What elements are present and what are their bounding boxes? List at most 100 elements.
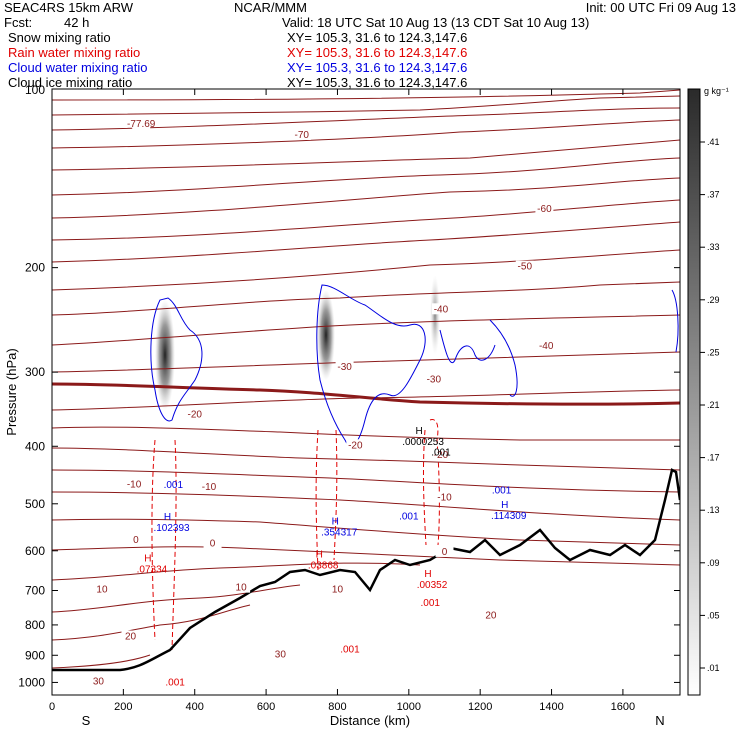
temperature-label: -40	[434, 304, 449, 315]
axes: 0 200 400 600 800 1000 1200 1400 160020030040050…	[18, 89, 680, 713]
y-tick-label: 600	[25, 544, 45, 558]
temperature-label: 20	[485, 611, 497, 622]
field-xy-cloud-ice: XY= 105.3, 31.6 to 124.3,147.6	[287, 75, 468, 90]
temperature-label: -30	[337, 362, 352, 373]
shade-column-3	[430, 275, 440, 355]
max-value: .102393	[153, 523, 190, 534]
colorbar-ramp	[687, 88, 701, 696]
isotherm-line	[52, 119, 680, 149]
x-tick-label: 1400	[539, 701, 563, 713]
field-name-cloud-ice: Cloud ice mixing ratio	[8, 75, 133, 90]
colorbar-unit: g kg⁻¹	[704, 86, 729, 96]
model-name: SEAC4RS 15km ARW	[4, 0, 134, 15]
temperature-label: -20	[188, 410, 203, 421]
colorbar-tick-label: .37	[707, 190, 720, 200]
temperature-contours	[52, 89, 680, 669]
x-axis-title: Distance (km)	[330, 713, 410, 728]
init-time: Init: 00 UTC Fri 09 Aug 13	[585, 0, 736, 15]
temperature-label: -10	[202, 482, 217, 493]
isotherm-line	[52, 604, 251, 641]
temperature-label-bg	[537, 339, 556, 351]
fcst-value: 42 h	[64, 15, 90, 30]
y-tick-label: 500	[25, 497, 45, 511]
max-value: .03868	[308, 560, 339, 571]
terrain-line	[52, 468, 680, 672]
contour-value-label: .001	[399, 511, 419, 522]
isotherm-line	[52, 314, 680, 346]
max-marker: H	[501, 500, 508, 511]
max-marker: H	[424, 569, 431, 580]
colorbar-tick-label: .05	[707, 610, 720, 620]
y-tick-label: 200	[25, 261, 45, 275]
temperature-label-bg	[126, 534, 145, 546]
colorbar-tick-label: .29	[707, 295, 720, 305]
zero-isotherm	[52, 382, 680, 406]
temperature-label: -10	[127, 480, 142, 491]
cloud-water-contour	[671, 289, 679, 353]
colorbar-tick-label: .41	[707, 137, 720, 147]
contour-value-label: .001	[340, 644, 360, 655]
valid-time: Valid: 18 UTC Sat 10 Aug 13 (13 CDT Sat …	[282, 15, 590, 30]
contour-value-label: .001	[431, 448, 451, 459]
temperature-label-bg	[431, 448, 450, 460]
x-tick-label: 800	[328, 701, 346, 713]
x-tick-label: 200	[114, 701, 132, 713]
isotherm-line	[52, 221, 680, 263]
isotherm-line	[52, 249, 680, 291]
rain-water-contours	[151, 419, 440, 651]
temperature-label: -20	[348, 440, 363, 451]
temperature-label: 10	[236, 583, 248, 594]
max-value: .07334	[137, 564, 168, 575]
colorbar-tick-label: .09	[707, 558, 720, 568]
colorbar-tick-label: .21	[707, 400, 720, 410]
temperature-label: -10	[437, 493, 452, 504]
field-xy-snow: XY= 105.3, 31.6 to 124.3,147.6	[287, 30, 468, 45]
temperature-label-bg	[292, 128, 311, 140]
x-tick-label: 1200	[468, 701, 492, 713]
isotherm-line	[52, 654, 151, 669]
contour-value-label: .001	[492, 486, 512, 497]
cloud-water-contour	[150, 297, 203, 422]
max-marker: H	[164, 512, 171, 523]
field-name-snow: Snow mixing ratio	[8, 30, 111, 45]
max-value: .114309	[491, 511, 527, 522]
y-tick-label: 400	[25, 439, 45, 453]
temperature-label-bg	[232, 581, 251, 593]
temperature-label-bg	[125, 478, 144, 490]
cloud-water-contour	[489, 319, 518, 397]
temperature-label-bg	[132, 118, 151, 130]
y-tick-label: 700	[25, 584, 45, 598]
colorbar: g kg⁻¹	[687, 86, 729, 696]
temperature-label: -40	[539, 341, 554, 352]
contour-labels: -77.69 -70 -60 -50 -40 -40 -30 -30 -20 -20 -20 -10 -…	[89, 118, 556, 688]
temperature-label-bg	[185, 408, 204, 420]
temperature-label: -20	[434, 450, 449, 461]
temperature-label: -77.69	[127, 119, 156, 130]
isotherm-line	[52, 351, 680, 373]
colorbar-tick-label: .33	[707, 242, 720, 252]
temperature-label: 10	[332, 585, 344, 596]
isotherm-line	[52, 157, 680, 196]
max-value: .00352	[417, 580, 448, 591]
plot-frame	[51, 88, 681, 696]
field-name-rain: Rain water mixing ratio	[8, 45, 141, 60]
isotherm-line	[52, 491, 680, 521]
x-tick-label: 1600	[611, 701, 635, 713]
cloud-water-contours	[150, 284, 679, 447]
colorbar-tick-label: .17	[707, 453, 720, 463]
temperature-label: 20	[125, 631, 137, 642]
shade-column-2	[317, 290, 335, 380]
temperature-label-bg	[335, 360, 354, 372]
y-axis-title: Pressure (hPa)	[4, 348, 19, 435]
isotherm-line	[52, 107, 680, 131]
fcst-label: Fcst:	[4, 15, 33, 30]
temperature-label-bg	[271, 648, 290, 660]
temperature-label: -50	[518, 262, 533, 273]
isotherm-line	[52, 139, 680, 171]
field-name-cloud-water: Cloud water mixing ratio	[8, 60, 148, 75]
y-tick-label: 1000	[18, 675, 45, 689]
max-marker: H	[415, 426, 422, 437]
x-tick-label: 400	[186, 701, 204, 713]
colorbar-tick-label: .25	[707, 347, 720, 357]
